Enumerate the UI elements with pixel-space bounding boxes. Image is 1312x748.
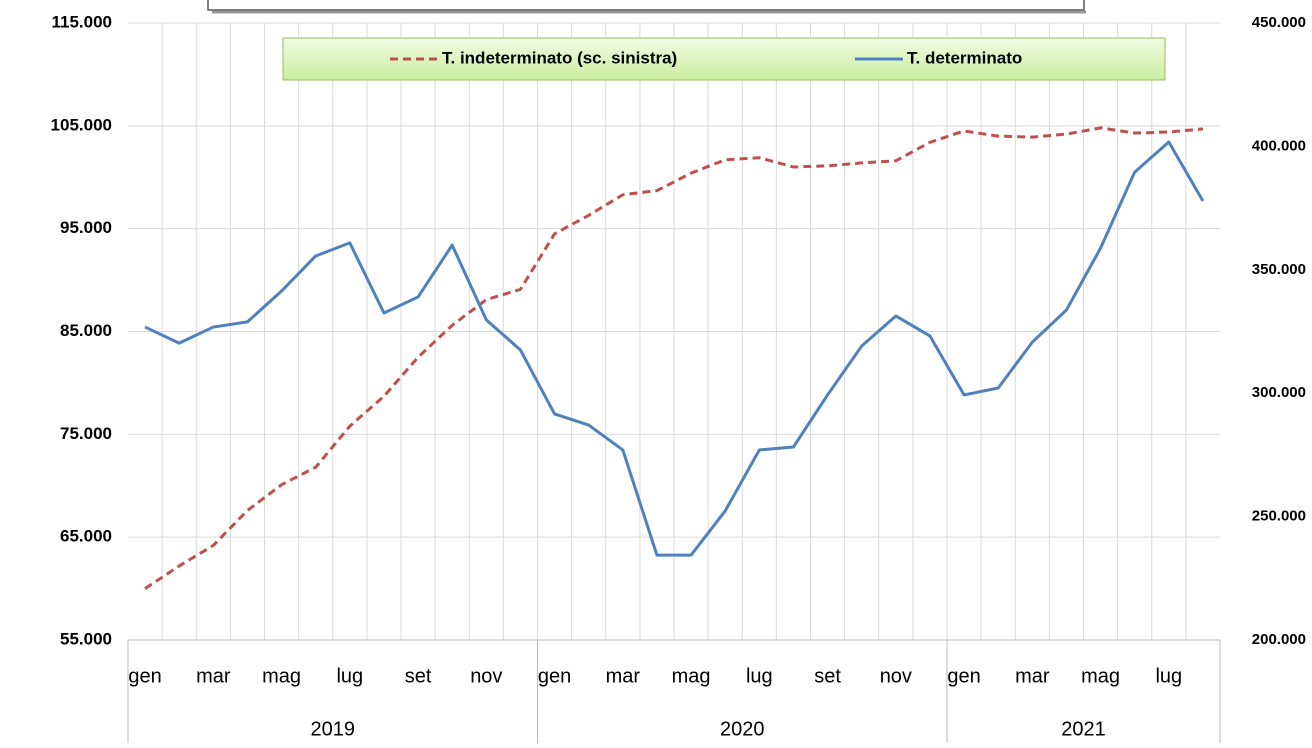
y2-tick-label: 400.000 (1252, 137, 1306, 154)
y2-tick-label: 200.000 (1252, 631, 1306, 648)
x-tick-label: nov (880, 665, 912, 687)
legend-label: T. determinato (907, 48, 1022, 67)
y-tick-label: 95.000 (60, 218, 112, 237)
x-tick-label: lug (746, 665, 773, 687)
x-tick-label: mar (606, 665, 641, 687)
title-box (207, 0, 1085, 11)
x-tick-label: gen (128, 665, 161, 687)
x-tick-label: gen (947, 665, 980, 687)
y-tick-label: 65.000 (60, 527, 112, 546)
year-label: 2021 (1061, 718, 1106, 740)
series-line (144, 140, 1205, 557)
y2-tick-label: 250.000 (1252, 508, 1306, 525)
x-tick-label: gen (538, 665, 571, 687)
x-tick-label: mar (196, 665, 231, 687)
y2-tick-label: 300.000 (1252, 384, 1306, 401)
year-label: 2019 (311, 718, 356, 740)
x-tick-label: mag (672, 665, 711, 687)
x-tick-label: set (405, 665, 432, 687)
y2-tick-label: 450.000 (1252, 14, 1306, 31)
x-tick-label: mag (262, 665, 301, 687)
series-line (144, 126, 1204, 590)
x-tick-label: mag (1081, 665, 1120, 687)
y2-tick-label: 350.000 (1252, 261, 1306, 278)
y-tick-label: 75.000 (60, 424, 112, 443)
y-tick-label: 105.000 (51, 115, 112, 134)
legend-label: T. indeterminato (sc. sinistra) (442, 48, 677, 67)
x-tick-label: lug (336, 665, 363, 687)
legend-box (282, 37, 1166, 81)
x-tick-label: lug (1155, 665, 1182, 687)
x-tick-label: mar (1015, 665, 1050, 687)
y-tick-label: 85.000 (60, 321, 112, 340)
x-tick-label: nov (470, 665, 502, 687)
year-label: 2020 (720, 718, 765, 740)
x-tick-label: set (814, 665, 841, 687)
y-tick-label: 115.000 (51, 12, 112, 31)
y-tick-label: 55.000 (60, 629, 112, 648)
